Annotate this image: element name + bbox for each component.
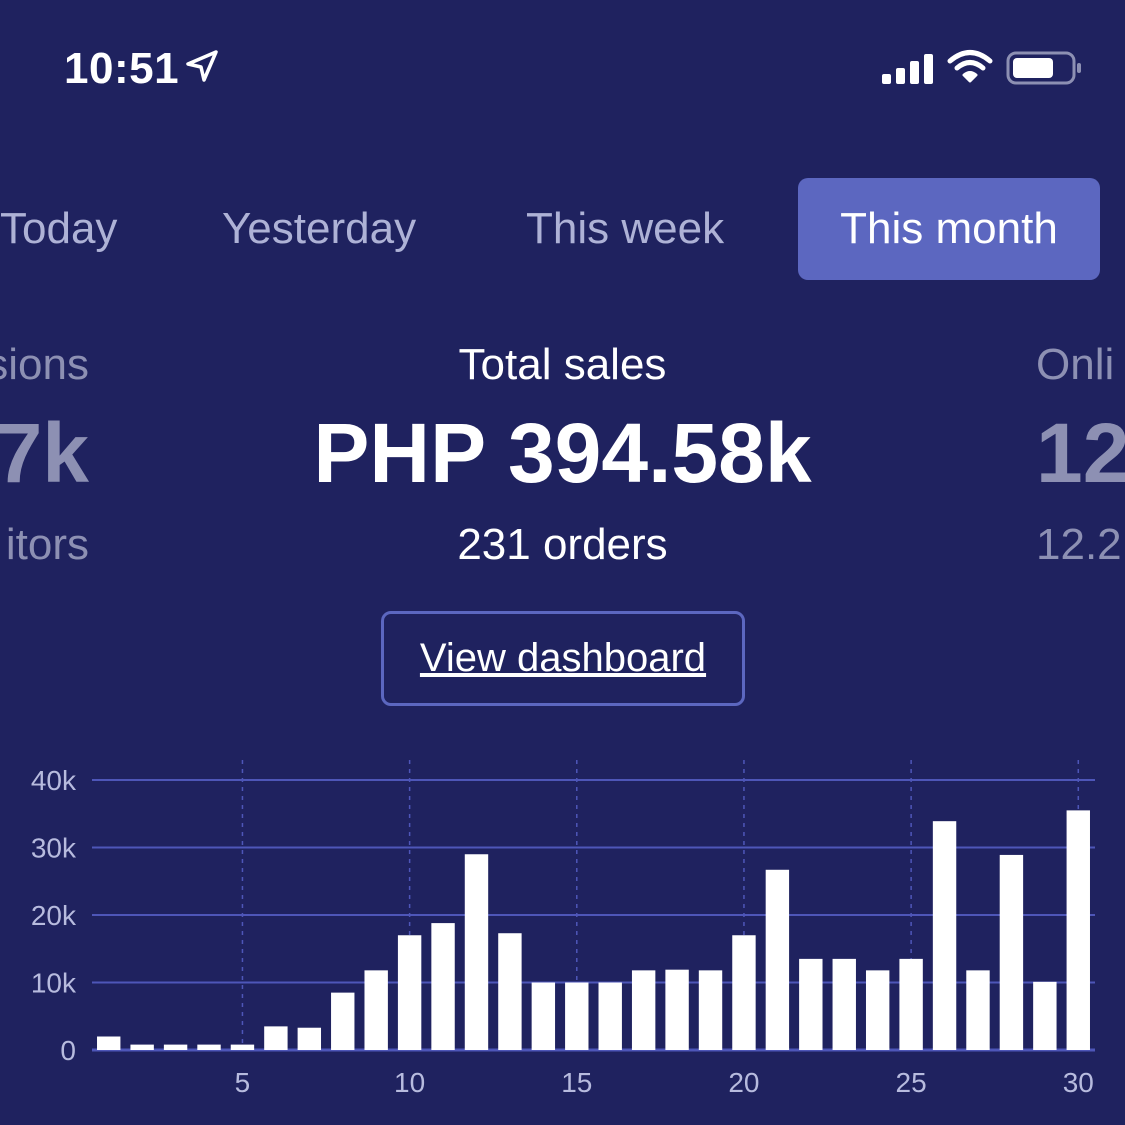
x-tick-label: 30 <box>1063 1067 1094 1098</box>
chart-bar <box>498 933 522 1050</box>
chart-bar <box>264 1026 288 1050</box>
total-sales-label: Total sales <box>458 340 667 389</box>
chart-bar <box>331 992 355 1050</box>
sales-bar-chart: 0 10k 20k 30k 40k 5 10 15 20 25 30 <box>31 760 1095 1098</box>
chart-bar <box>732 935 756 1050</box>
chart-bar <box>966 970 990 1050</box>
chart-bar <box>631 970 656 1050</box>
x-tick-label: 10 <box>394 1067 425 1098</box>
status-time: 10:51 <box>64 44 180 93</box>
chart-bar <box>397 935 422 1050</box>
chart-bar <box>1066 810 1090 1050</box>
location-arrow-icon <box>186 50 218 82</box>
chart-bar <box>932 821 957 1050</box>
chart-bar <box>230 1044 255 1050</box>
chart-bar <box>832 958 856 1050</box>
chart-bar <box>531 982 556 1050</box>
sessions-label: sions <box>0 340 89 389</box>
chart-bar <box>197 1044 221 1050</box>
chart-bar <box>899 958 923 1050</box>
chart-bar <box>598 982 622 1050</box>
online-sub: 12.2 <box>1036 520 1122 569</box>
tab-this-week[interactable]: This week <box>526 204 725 253</box>
chart-bar <box>97 1036 121 1050</box>
battery-icon <box>1006 51 1081 85</box>
wifi-icon <box>947 50 993 83</box>
chart-bar <box>765 869 790 1050</box>
orders-count: 231 orders <box>457 520 668 569</box>
online-label: Onli <box>1036 340 1115 389</box>
x-tick-label: 15 <box>561 1067 592 1098</box>
y-tick-label: 20k <box>31 900 77 931</box>
chart-bar <box>431 923 455 1050</box>
chart-bar <box>665 969 689 1050</box>
sessions-value: 7k <box>0 406 89 500</box>
chart-bar <box>799 958 823 1050</box>
chart-bar <box>297 1027 322 1050</box>
tab-this-month[interactable]: This month <box>798 178 1100 280</box>
x-tick-label: 25 <box>896 1067 927 1098</box>
chart-bar <box>698 970 723 1050</box>
x-tick-label: 5 <box>235 1067 251 1098</box>
y-tick-label: 30k <box>31 833 77 864</box>
chart-bar <box>865 970 890 1050</box>
tab-today[interactable]: Today <box>0 204 118 253</box>
online-value: 12 <box>1036 406 1125 500</box>
chart-bar <box>130 1044 154 1050</box>
chart-bar <box>464 854 489 1050</box>
chart-bar <box>163 1044 188 1050</box>
cellular-signal-icon <box>882 54 933 84</box>
total-sales-value: PHP 394.58k <box>313 406 812 500</box>
y-tick-label: 40k <box>31 765 77 796</box>
chart-bar <box>1033 981 1057 1050</box>
chart-bar <box>999 854 1024 1050</box>
chart-bar <box>364 970 388 1050</box>
view-dashboard-button[interactable]: View dashboard <box>381 611 745 706</box>
y-tick-label: 10k <box>31 968 77 999</box>
tab-yesterday[interactable]: Yesterday <box>222 204 417 253</box>
visitors-label: itors <box>5 520 89 569</box>
x-tick-label: 20 <box>728 1067 759 1098</box>
chart-bar <box>565 982 589 1050</box>
y-tick-label: 0 <box>60 1035 76 1066</box>
